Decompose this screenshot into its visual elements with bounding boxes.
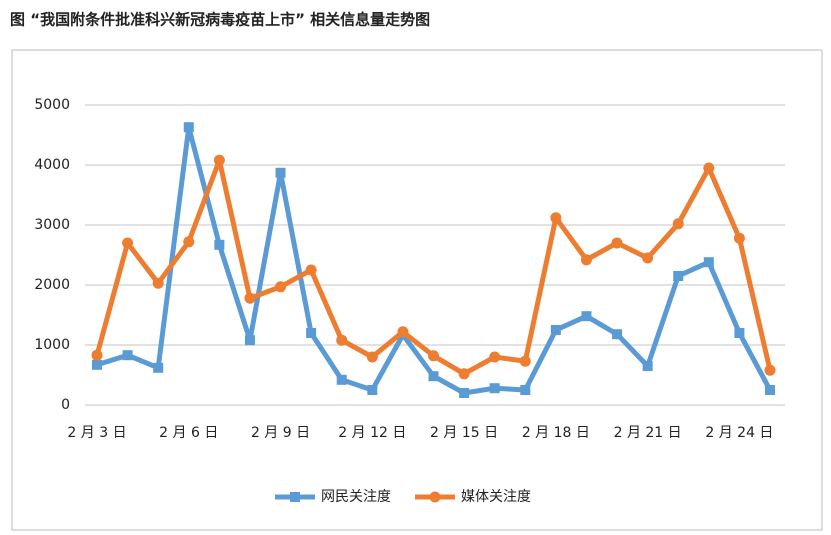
point bbox=[91, 349, 103, 361]
legend-marker bbox=[429, 491, 441, 503]
y-tick-label: 3000 bbox=[34, 217, 70, 233]
y-tick-label: 2000 bbox=[34, 277, 70, 293]
x-tick-label: 2 月 12 日 bbox=[338, 425, 406, 441]
point bbox=[580, 254, 592, 266]
y-tick-label: 0 bbox=[61, 397, 70, 413]
point bbox=[459, 388, 470, 398]
x-tick-label: 2 月 15 日 bbox=[430, 425, 498, 441]
point bbox=[733, 232, 745, 244]
point bbox=[550, 325, 561, 335]
point bbox=[764, 364, 776, 376]
point bbox=[214, 239, 225, 250]
point bbox=[122, 350, 133, 361]
point bbox=[183, 236, 195, 248]
point bbox=[244, 292, 256, 304]
point bbox=[428, 371, 439, 382]
point bbox=[642, 361, 653, 371]
y-tick-label: 1000 bbox=[34, 337, 70, 353]
point bbox=[581, 311, 592, 322]
point bbox=[734, 328, 745, 338]
point bbox=[275, 167, 286, 178]
point bbox=[122, 237, 134, 249]
point bbox=[672, 218, 684, 230]
x-tick-label: 2 月 18 日 bbox=[522, 425, 590, 441]
point bbox=[336, 334, 348, 346]
point bbox=[244, 335, 255, 346]
point bbox=[550, 212, 562, 224]
point bbox=[519, 355, 531, 367]
legend-label: 媒体关注度 bbox=[461, 489, 531, 505]
point bbox=[397, 326, 409, 338]
point bbox=[92, 359, 102, 370]
point bbox=[213, 154, 225, 166]
point bbox=[275, 281, 287, 293]
point bbox=[458, 368, 470, 380]
point bbox=[183, 122, 194, 133]
legend-marker bbox=[290, 492, 300, 502]
point bbox=[366, 351, 378, 363]
x-tick-label: 2 月 21 日 bbox=[614, 425, 682, 441]
point bbox=[306, 328, 317, 338]
point bbox=[305, 264, 317, 276]
point bbox=[153, 362, 164, 373]
chart-frame bbox=[11, 49, 823, 531]
point bbox=[367, 385, 378, 395]
point bbox=[612, 329, 623, 340]
x-tick-label: 2 月 9 日 bbox=[251, 425, 310, 441]
x-tick-label: 2 月 24 日 bbox=[705, 425, 773, 441]
x-tick-label: 2 月 6 日 bbox=[159, 425, 218, 441]
point bbox=[520, 385, 531, 395]
point bbox=[673, 271, 684, 281]
point bbox=[428, 350, 439, 362]
point bbox=[336, 374, 347, 385]
legend-label: 网民关注度 bbox=[321, 489, 391, 505]
point bbox=[152, 277, 164, 289]
point bbox=[489, 383, 500, 394]
point bbox=[703, 162, 715, 174]
y-tick-label: 4000 bbox=[34, 157, 70, 173]
point bbox=[642, 252, 654, 264]
chart-title: 图 “我国附条件批准科兴新冠病毒疫苗上市” 相关信息量走势图 bbox=[10, 11, 430, 29]
point bbox=[489, 351, 501, 363]
x-tick-label: 2 月 3 日 bbox=[67, 425, 126, 441]
series-line bbox=[94, 157, 773, 377]
y-tick-label: 5000 bbox=[34, 97, 70, 113]
point bbox=[703, 257, 714, 268]
point bbox=[765, 385, 775, 395]
point bbox=[611, 237, 623, 249]
